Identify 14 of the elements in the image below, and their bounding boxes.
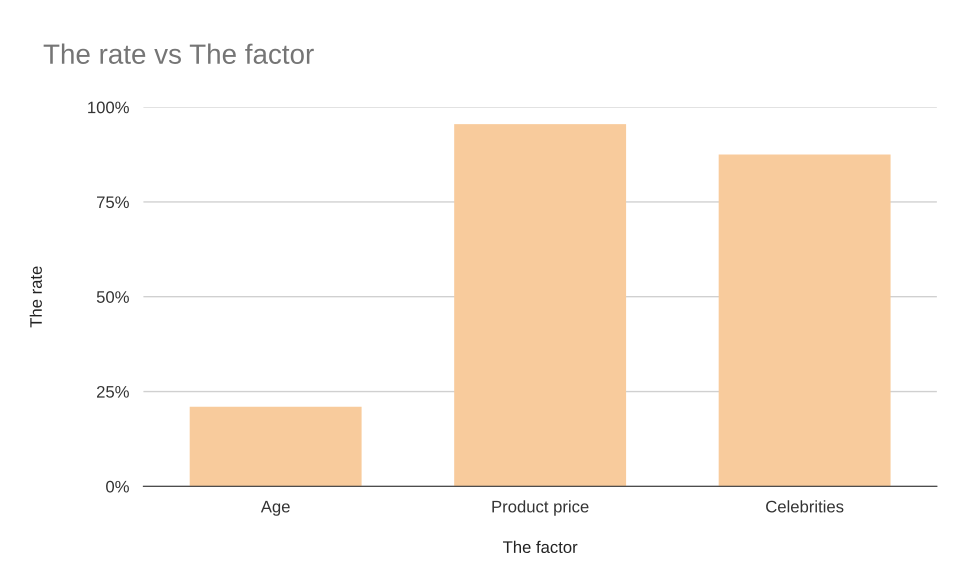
y-tick-label: 25% (96, 386, 129, 398)
x-axis-title: The factor (503, 540, 578, 554)
bar (190, 406, 362, 486)
chart-title: The rate vs The factor (44, 44, 314, 64)
y-tick-label: 100% (88, 102, 129, 114)
x-tick-label: Age (260, 500, 290, 516)
y-tick-label: 0% (106, 480, 129, 493)
y-tick-label: 75% (97, 196, 129, 208)
x-tick-label: Product price (492, 500, 588, 516)
y-axis-title: The rate (30, 266, 42, 328)
bar (718, 154, 891, 486)
x-tick-label: Celebrities (766, 500, 844, 512)
bar (454, 124, 626, 486)
y-tick-label: 50% (96, 291, 129, 303)
